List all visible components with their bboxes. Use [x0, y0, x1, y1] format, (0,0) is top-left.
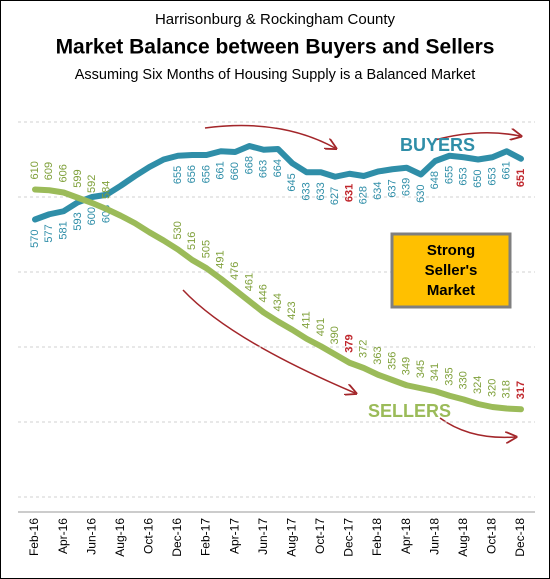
data-label: 446 [258, 284, 270, 302]
data-label: 318 [501, 380, 513, 398]
data-label: 668 [243, 156, 255, 174]
data-label: 379 [343, 334, 355, 352]
data-label: 476 [229, 262, 241, 280]
data-label: 660 [229, 162, 241, 180]
x-tick-label: Jun-17 [256, 518, 270, 555]
x-tick-label: Apr-17 [227, 518, 241, 554]
arrow [434, 133, 520, 140]
data-label: 577 [43, 224, 55, 242]
legend-label: SELLERS [368, 401, 451, 421]
chart-subtitle: Assuming Six Months of Housing Supply is… [75, 67, 476, 83]
arrow [204, 124, 335, 149]
data-label: 627 [329, 187, 341, 205]
x-tick-label: Dec-17 [342, 518, 356, 557]
x-tick-label: Feb-18 [370, 518, 384, 556]
data-label: 505 [200, 240, 212, 258]
data-label: 645 [286, 173, 298, 191]
data-label: 651 [515, 169, 527, 187]
data-label: 320 [486, 379, 498, 397]
data-label: 661 [215, 161, 227, 179]
data-label: 633 [300, 182, 312, 200]
data-label: 516 [186, 232, 198, 250]
data-label: 317 [515, 381, 527, 399]
data-label: 606 [57, 164, 69, 182]
data-label: 390 [329, 326, 341, 344]
data-label: 656 [186, 165, 198, 183]
x-tick-label: Apr-18 [399, 518, 413, 554]
data-label: 639 [401, 178, 413, 196]
x-tick-label: Apr-16 [56, 518, 70, 554]
x-tick-label: Dec-16 [170, 518, 184, 557]
line [32, 186, 524, 413]
data-label: 581 [57, 221, 69, 239]
data-label: 345 [415, 360, 427, 378]
data-label: 631 [343, 184, 355, 202]
data-label: 356 [386, 352, 398, 370]
x-tick-label: Oct-16 [142, 518, 156, 554]
x-tick-label: Jun-16 [84, 518, 98, 555]
data-label: 423 [286, 301, 298, 319]
data-label: 599 [72, 169, 84, 187]
data-label: 584 [100, 181, 112, 199]
annotation-box [390, 232, 512, 309]
data-label: 655 [172, 166, 184, 184]
data-label: 653 [486, 167, 498, 185]
annotation-text: Market [427, 282, 475, 299]
data-label: 570 [29, 230, 41, 248]
data-label: 593 [72, 212, 84, 230]
data-label: 600 [86, 207, 98, 225]
annotation-text: Strong [427, 242, 475, 259]
data-label: 324 [472, 376, 484, 394]
data-label: 341 [429, 363, 441, 381]
x-tick-label: Oct-17 [313, 518, 327, 554]
x-tick-label: Feb-17 [199, 518, 213, 556]
data-label: 434 [272, 293, 284, 311]
data-label: 401 [315, 318, 327, 336]
annotation-text: Seller's [425, 262, 478, 279]
data-label: 461 [243, 273, 255, 291]
data-label: 663 [258, 160, 270, 178]
data-label: 411 [300, 311, 312, 329]
x-tick-label: Aug-17 [284, 518, 298, 557]
data-label: 628 [358, 186, 370, 204]
x-tick-label: Aug-16 [113, 518, 127, 557]
data-label: 648 [429, 171, 441, 189]
data-label: 633 [315, 182, 327, 200]
arrow [182, 289, 355, 393]
x-tick-label: Feb-16 [27, 518, 41, 556]
data-label: 530 [172, 221, 184, 239]
data-label: 661 [501, 161, 513, 179]
data-label: 650 [472, 170, 484, 188]
data-label: 664 [272, 159, 284, 177]
data-label: 634 [372, 182, 384, 200]
data-label: 609 [43, 162, 55, 180]
data-label: 655 [443, 166, 455, 184]
data-label: 630 [415, 185, 427, 203]
x-tick-label: Oct-18 [485, 518, 499, 554]
x-tick-label: Dec-18 [513, 518, 527, 557]
data-label: 592 [86, 175, 98, 193]
data-label: 610 [29, 161, 41, 179]
x-tick-label: Aug-18 [456, 518, 470, 557]
data-label: 637 [386, 179, 398, 197]
data-label: 363 [372, 346, 384, 364]
data-label: 349 [401, 357, 413, 375]
data-label: 491 [215, 250, 227, 268]
chart-title: Market Balance between Buyers and Seller… [56, 36, 495, 59]
data-label: 330 [458, 371, 470, 389]
arrows [182, 124, 520, 438]
chart-supertitle: Harrisonburg & Rockingham County [155, 11, 396, 28]
data-label: 372 [358, 340, 370, 358]
data-label: 335 [443, 367, 455, 385]
x-tick-label: Jun-18 [427, 518, 441, 555]
data-label: 656 [200, 165, 212, 183]
legend-label: BUYERS [400, 135, 475, 155]
data-label: 653 [458, 167, 470, 185]
line [32, 143, 524, 223]
